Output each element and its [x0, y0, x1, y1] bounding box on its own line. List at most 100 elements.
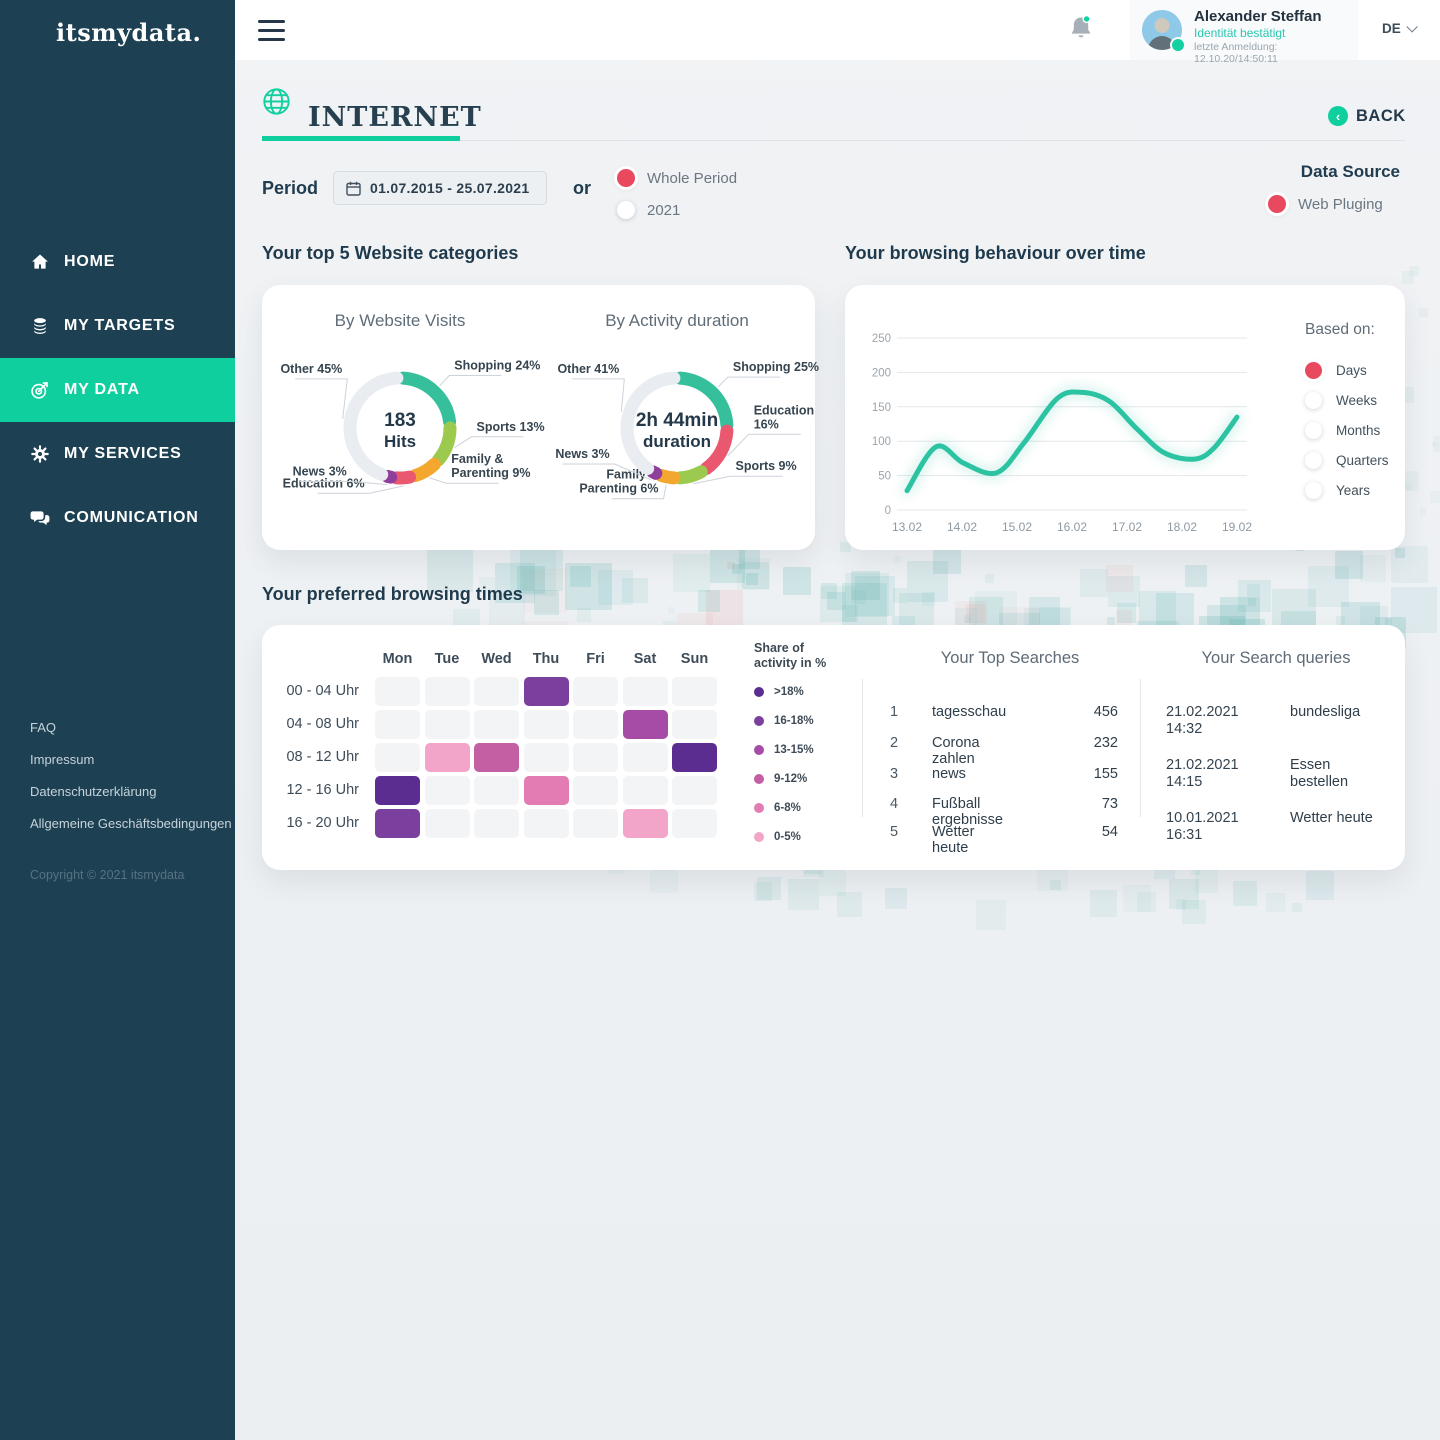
heatmap-cell — [573, 776, 618, 805]
x-axis-tick: 14.02 — [947, 520, 977, 534]
data-source-option-web-pluging[interactable]: Web Pluging — [1268, 188, 1383, 220]
donut-segment-shopping-24 — [396, 371, 457, 429]
heatmap-cell — [375, 710, 420, 739]
heatmap-cell — [375, 743, 420, 772]
donut-label: Other 45% — [280, 362, 342, 376]
radio-unselected — [1305, 481, 1322, 499]
language-selector[interactable]: DE — [1382, 21, 1418, 36]
y-axis-tick: 150 — [872, 402, 891, 414]
donut-segment-other-41 — [620, 371, 681, 475]
mosaic-square — [1404, 482, 1412, 491]
mosaic-square — [1409, 265, 1420, 277]
donut-center-value: 183 — [384, 410, 416, 431]
radio-label: Web Pluging — [1298, 195, 1383, 213]
notifications-bell-icon[interactable] — [1068, 14, 1094, 42]
hamburger-menu-icon[interactable] — [258, 20, 285, 47]
donut-segment-shopping-25 — [673, 371, 734, 432]
mosaic-square — [1430, 490, 1440, 504]
back-button[interactable]: ‹ BACK — [1328, 106, 1406, 126]
legend-label: 16-18% — [774, 715, 814, 727]
heatmap-cell — [672, 677, 717, 706]
donut-label: Shopping 24% — [454, 359, 540, 373]
heatmap-cell — [375, 809, 420, 838]
sidebar-item-home[interactable]: HOME — [0, 230, 235, 294]
based-on-option-years[interactable]: Years — [1305, 475, 1389, 505]
user-last-login: letzte Anmeldung: 12.10.20/14:50:11 — [1194, 41, 1278, 65]
based-on-options: Days Weeks Months Quarters Years — [1305, 355, 1389, 505]
user-profile[interactable]: Alexander Steffan Identität bestätigt le… — [1130, 0, 1358, 65]
mosaic-square — [855, 576, 895, 616]
sidebar-item-my-targets[interactable]: MY TARGETS — [0, 294, 235, 358]
mosaic-square — [836, 891, 863, 917]
sidebar-item-label: MY TARGETS — [64, 317, 176, 334]
sidebar-item-label: HOME — [64, 253, 116, 270]
data-source-label: Data Source — [1300, 162, 1400, 181]
donut-pane-duration: By Activity duration Shopping 25% Educati… — [539, 285, 819, 550]
based-on-option-weeks[interactable]: Weeks — [1305, 385, 1389, 415]
mosaic-square — [534, 590, 560, 616]
top-searches-title: Your Top Searches — [940, 649, 1080, 667]
mosaic-square — [1181, 899, 1206, 925]
query-datetime: 21.02.2021 14:15 — [1166, 757, 1239, 790]
heatmap-col-mon: Mon — [382, 651, 413, 667]
heatmap-col-sun: Sun — [680, 651, 709, 667]
mosaic-square — [745, 572, 759, 586]
mosaic-square — [985, 574, 995, 584]
heatmap-cell — [573, 710, 618, 739]
period-option-whole-period[interactable]: Whole Period — [617, 162, 737, 194]
mosaic-square — [1106, 565, 1134, 592]
mosaic-square — [1307, 565, 1349, 607]
search-rank: 4 — [890, 796, 899, 812]
period-option-2021[interactable]: 2021 — [617, 194, 737, 226]
legend-dot — [754, 803, 764, 813]
mosaic-square — [1305, 871, 1335, 900]
sidebar-item-my-data[interactable]: MY DATA — [0, 358, 235, 422]
radio-label: Quarters — [1336, 452, 1389, 468]
title-accent-bar — [262, 136, 460, 141]
based-on-option-months[interactable]: Months — [1305, 415, 1389, 445]
radio-label: Whole Period — [647, 169, 738, 187]
legend-item-0-5: 0-5% — [754, 828, 801, 846]
card-browsing-behaviour: 0 50 100 150 200 250 13.02 14.02 15.02 16.02 17.02… — [845, 285, 1405, 550]
mosaic-square — [1419, 508, 1426, 515]
search-term: Wetter heute — [932, 824, 975, 856]
legend-dot — [754, 716, 764, 726]
heatmap-row-08-12-uhr: 08 - 12 Uhr — [286, 749, 359, 765]
or-label: or — [573, 178, 591, 198]
date-range-input[interactable]: 01.07.2015 - 25.07.2021 — [333, 171, 547, 205]
mosaic-square — [885, 887, 907, 910]
legend-item-13-15: 13-15% — [754, 741, 814, 759]
copyright-text: Copyright © 2021 itsmydata — [30, 868, 185, 882]
footer-link-impressum[interactable]: Impressum — [30, 752, 95, 767]
sidebar-item-comunication[interactable]: COMUNICATION — [0, 486, 235, 550]
footer-link-allgemeine-gesch-ftsbedingungen[interactable]: Allgemeine Geschäftsbedingungen — [30, 816, 232, 831]
footer-link-faq[interactable]: FAQ — [30, 720, 57, 735]
heatmap-cell — [672, 710, 717, 739]
mosaic-square — [844, 572, 889, 617]
mosaic-square — [753, 882, 772, 901]
heatmap-cell — [474, 776, 519, 805]
mosaic-square — [1185, 565, 1207, 587]
x-axis-tick: 16.02 — [1057, 520, 1087, 534]
mosaic-square — [1248, 598, 1256, 606]
mosaic-square — [668, 607, 676, 615]
radio-label: Weeks — [1336, 392, 1378, 408]
my-data-icon — [30, 380, 50, 400]
donut-label: Education 6% — [283, 476, 365, 490]
mosaic-square — [841, 583, 887, 628]
donut-segment-sports-9 — [673, 465, 708, 485]
section-title-behaviour: Your browsing behaviour over time — [845, 243, 1146, 263]
based-on-option-days[interactable]: Days — [1305, 355, 1389, 385]
search-rank: 5 — [890, 824, 899, 840]
heatmap-cell — [375, 677, 420, 706]
mosaic-square — [907, 560, 949, 602]
mosaic-square — [732, 563, 743, 574]
footer-link-datenschutzerkl-rung[interactable]: Datenschutzerklärung — [30, 784, 157, 799]
mosaic-square — [1139, 590, 1177, 628]
mosaic-square — [818, 869, 846, 897]
sidebar-item-my-services[interactable]: MY SERVICES — [0, 422, 235, 486]
search-term: Fußball ergebnisse — [932, 796, 1003, 828]
donut-segment-sports-13 — [432, 421, 457, 467]
x-axis-tick: 18.02 — [1167, 520, 1197, 534]
based-on-option-quarters[interactable]: Quarters — [1305, 445, 1389, 475]
